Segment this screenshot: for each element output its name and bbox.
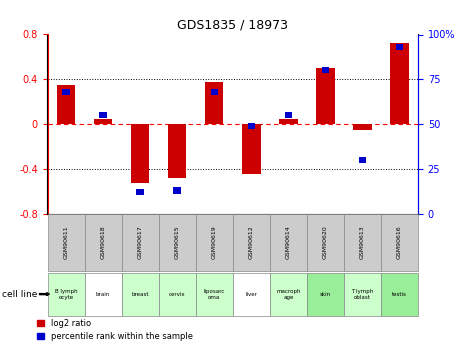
Text: GSM90615: GSM90615 — [175, 226, 180, 259]
Bar — [359, 157, 366, 163]
Text: brain: brain — [96, 292, 110, 297]
Bar — [48, 214, 85, 271]
Text: cell line: cell line — [2, 289, 38, 299]
Bar — [279, 119, 297, 124]
Bar — [94, 119, 113, 124]
Text: cervix: cervix — [169, 292, 185, 297]
Bar — [233, 214, 270, 271]
Bar — [307, 273, 344, 316]
Bar — [205, 81, 224, 124]
Bar — [242, 124, 260, 174]
Bar — [48, 273, 85, 316]
Bar — [131, 124, 149, 183]
Bar — [122, 273, 159, 316]
Bar — [316, 68, 334, 124]
Text: GSM90620: GSM90620 — [323, 226, 328, 259]
Bar — [390, 43, 408, 124]
Bar — [381, 273, 418, 316]
Bar — [159, 214, 196, 271]
Bar — [62, 89, 70, 95]
Text: GSM90616: GSM90616 — [397, 226, 402, 259]
Text: T lymph
oblast: T lymph oblast — [352, 289, 373, 299]
Text: GSM90614: GSM90614 — [286, 226, 291, 259]
Text: GSM90611: GSM90611 — [64, 226, 68, 259]
Bar — [247, 123, 255, 129]
Bar — [168, 124, 187, 178]
Bar — [322, 67, 329, 73]
Bar — [159, 273, 196, 316]
Bar — [307, 214, 344, 271]
Bar — [196, 273, 233, 316]
Bar — [99, 112, 107, 118]
Bar — [210, 89, 218, 95]
Text: macroph
age: macroph age — [276, 289, 301, 299]
Text: GSM90617: GSM90617 — [138, 226, 142, 259]
Bar — [122, 214, 159, 271]
Bar — [196, 214, 233, 271]
Bar — [270, 214, 307, 271]
Text: testis: testis — [392, 292, 407, 297]
Text: liposarc
oma: liposarc oma — [204, 289, 225, 299]
Bar — [173, 187, 181, 194]
Text: GSM90613: GSM90613 — [360, 226, 365, 259]
Bar — [344, 273, 381, 316]
Text: GSM90619: GSM90619 — [212, 226, 217, 259]
Bar — [85, 214, 122, 271]
Bar — [233, 273, 270, 316]
Text: breast: breast — [132, 292, 149, 297]
Bar — [57, 85, 75, 124]
Title: GDS1835 / 18973: GDS1835 / 18973 — [177, 19, 288, 32]
Text: GSM90612: GSM90612 — [249, 226, 254, 259]
Bar — [353, 124, 371, 130]
Bar — [381, 214, 418, 271]
Legend: log2 ratio, percentile rank within the sample: log2 ratio, percentile rank within the s… — [38, 319, 193, 341]
Bar — [136, 189, 144, 196]
Bar — [344, 214, 381, 271]
Bar — [285, 112, 292, 118]
Bar — [85, 273, 122, 316]
Text: skin: skin — [320, 292, 331, 297]
Text: liver: liver — [246, 292, 257, 297]
Text: B lymph
ocyte: B lymph ocyte — [55, 289, 77, 299]
Bar — [396, 44, 403, 50]
Bar — [270, 273, 307, 316]
Text: GSM90618: GSM90618 — [101, 226, 105, 259]
